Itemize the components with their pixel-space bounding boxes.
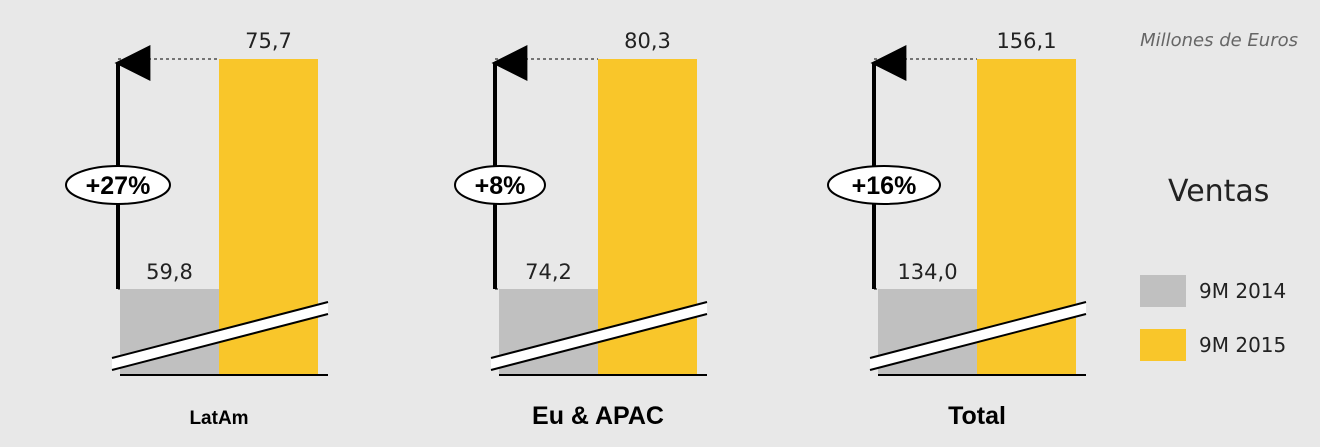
- growth-badge-eu-apac: [454, 165, 546, 205]
- category-label-total: Total: [948, 402, 1006, 430]
- value-label-9m-2014-eu-apac: 74,2: [525, 260, 572, 284]
- growth-label-latam: +27%: [86, 172, 151, 200]
- value-label-9m-2014-latam: 59,8: [146, 260, 193, 284]
- measure-label: Ventas: [1168, 174, 1270, 209]
- legend-swatch-9m-2015: [1140, 329, 1186, 361]
- value-label-9m-2014-total: 134,0: [897, 260, 957, 284]
- legend-label-9m-2015: 9M 2015: [1199, 333, 1287, 357]
- growth-label-total: +16%: [852, 172, 917, 200]
- category-label-eu-apac: Eu & APAC: [532, 402, 664, 430]
- growth-badge-total: [827, 165, 941, 205]
- axis-break-edge-top-eu-apac: [490, 301, 708, 359]
- legend-swatch-9m-2014: [1140, 275, 1186, 307]
- value-label-9m-2015-eu-apac: 80,3: [624, 29, 671, 53]
- axis-break-edge-bottom-latam: [111, 313, 329, 371]
- value-label-9m-2015-total: 156,1: [996, 29, 1056, 53]
- axis-break-edge-bottom-total: [869, 313, 1087, 371]
- axis-break-total: [870, 302, 1086, 370]
- axis-break-edge-top-latam: [111, 301, 329, 359]
- axis-break-eu-apac: [491, 302, 707, 370]
- growth-label-eu-apac: +8%: [475, 172, 526, 200]
- legend-label-9m-2014: 9M 2014: [1199, 279, 1287, 303]
- axis-break-edge-top-total: [869, 301, 1087, 359]
- growth-badge-latam: [65, 165, 171, 205]
- value-label-9m-2015-latam: 75,7: [245, 29, 292, 53]
- category-label-latam: LatAm: [189, 408, 248, 429]
- legend-item-9m-2015: 9M 2015: [1140, 329, 1286, 361]
- axis-break-latam: [112, 302, 328, 370]
- axis-break-edge-bottom-eu-apac: [490, 313, 708, 371]
- legend-item-9m-2014: 9M 2014: [1140, 275, 1286, 307]
- units-label: Millones de Euros: [1140, 30, 1298, 51]
